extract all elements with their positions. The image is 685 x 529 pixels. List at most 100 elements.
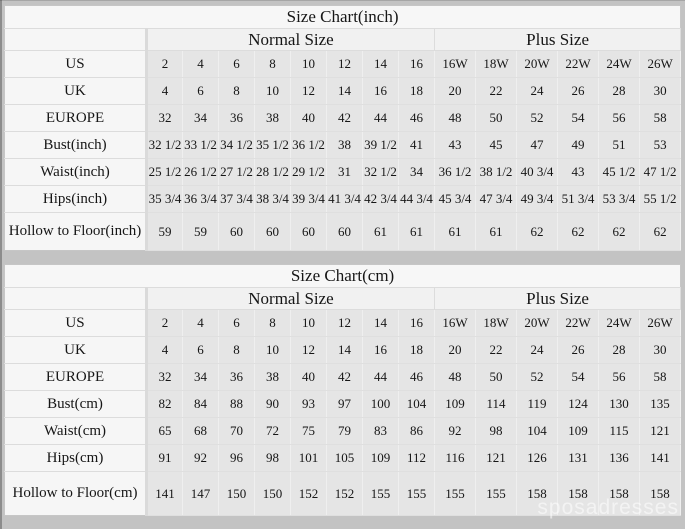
corner-cell [4, 28, 148, 51]
size-cell: 38 3/4 [254, 185, 291, 213]
size-cell: 147 [182, 471, 219, 516]
size-chart-cm-table: Size Chart(cm) Normal Size Plus Size US 2 4 6 8… [4, 264, 682, 516]
size-cell: 109 [557, 417, 599, 445]
size-cell: 60 [254, 212, 291, 251]
size-cell: 36 [218, 104, 255, 132]
size-cell: 33 1/2 [182, 131, 219, 159]
row-label: Waist(cm) [4, 417, 148, 445]
size-cell: 36 1/2 [290, 131, 327, 159]
size-cell: 32 [146, 363, 183, 391]
size-cell: 2 [146, 50, 183, 78]
size-cell: 61 [434, 212, 476, 251]
size-cell: 22 [475, 336, 517, 364]
size-cell: 8 [218, 77, 255, 105]
size-cell: 36 1/2 [434, 158, 476, 186]
size-cell: 24 [516, 77, 558, 105]
size-cell: 24W [598, 309, 640, 337]
size-cell: 45 [475, 131, 517, 159]
row-label: US [4, 50, 148, 78]
size-cell: 18 [398, 77, 435, 105]
size-cell: 62 [557, 212, 599, 251]
row-label: UK [4, 77, 148, 105]
size-cell: 47 1/2 [638, 158, 682, 186]
size-cell: 68 [182, 417, 219, 445]
size-cell: 114 [475, 390, 517, 418]
size-cell: 16 [362, 336, 399, 364]
size-cell: 12 [326, 50, 363, 78]
size-cell: 84 [182, 390, 219, 418]
size-cell: 45 1/2 [598, 158, 640, 186]
size-cell: 152 [326, 471, 363, 516]
size-cell: 109 [434, 390, 476, 418]
size-cell: 115 [598, 417, 640, 445]
size-cell: 61 [475, 212, 517, 251]
size-cell: 43 [434, 131, 476, 159]
size-cell: 79 [326, 417, 363, 445]
size-cell: 10 [254, 336, 291, 364]
size-cell: 40 3/4 [516, 158, 558, 186]
row-label: Hollow to Floor(cm) [4, 471, 148, 516]
size-cell: 42 [326, 104, 363, 132]
size-cell: 58 [638, 363, 682, 391]
size-cell: 20W [516, 50, 558, 78]
table-title: Size Chart(inch) [4, 5, 681, 29]
size-group-header: Plus Size [433, 28, 682, 51]
size-cell: 51 [598, 131, 640, 159]
size-cell: 32 [146, 104, 183, 132]
table-row: EUROPE 32 34 36 38 40 42 44 46 48 50 52 54 56 58 [4, 363, 682, 391]
size-cell: 28 1/2 [254, 158, 291, 186]
size-cell: 12 [290, 336, 327, 364]
size-cell: 49 [557, 131, 599, 159]
size-cell: 61 [362, 212, 399, 251]
size-cell: 24W [598, 50, 640, 78]
size-cell: 8 [254, 309, 291, 337]
size-cell: 14 [362, 50, 399, 78]
size-cell: 155 [362, 471, 399, 516]
size-cell: 65 [146, 417, 183, 445]
size-cell: 58 [638, 104, 682, 132]
size-cell: 16 [362, 77, 399, 105]
size-cell: 46 [398, 104, 435, 132]
size-cell: 47 [516, 131, 558, 159]
size-cell: 97 [326, 390, 363, 418]
table-row: EUROPE 32 34 36 38 40 42 44 46 48 50 52 54 56 58 [4, 104, 682, 132]
size-cell: 70 [218, 417, 255, 445]
size-cell: 25 1/2 [146, 158, 183, 186]
size-cell: 18 [398, 336, 435, 364]
size-cell: 93 [290, 390, 327, 418]
size-cell: 8 [254, 50, 291, 78]
size-cell: 150 [254, 471, 291, 516]
size-cell: 53 [638, 131, 682, 159]
size-cell: 6 [182, 77, 219, 105]
size-cell: 105 [326, 444, 363, 472]
size-cell: 38 [326, 131, 363, 159]
size-cell: 55 1/2 [638, 185, 682, 213]
size-cell: 28 [598, 336, 640, 364]
size-cell: 26W [638, 50, 682, 78]
size-cell: 22W [557, 309, 599, 337]
size-group-header: Plus Size [433, 287, 682, 310]
size-cell: 18W [475, 309, 517, 337]
size-cell: 60 [218, 212, 255, 251]
size-cell: 39 3/4 [290, 185, 327, 213]
size-cell: 38 1/2 [475, 158, 517, 186]
size-cell: 116 [434, 444, 476, 472]
size-cell: 38 [254, 363, 291, 391]
size-cell: 43 [557, 158, 599, 186]
table-row: UK 4 6 8 10 12 14 16 18 20 22 24 26 28 30 [4, 336, 682, 364]
size-cell: 12 [290, 77, 327, 105]
size-cell: 47 3/4 [475, 185, 517, 213]
size-cell: 34 [182, 363, 219, 391]
size-cell: 16 [398, 50, 435, 78]
corner-cell [4, 287, 148, 310]
size-cell: 104 [516, 417, 558, 445]
size-cell: 41 3/4 [326, 185, 363, 213]
row-label: UK [4, 336, 148, 364]
size-cell: 62 [638, 212, 682, 251]
size-cell: 10 [254, 77, 291, 105]
size-cell: 52 [516, 104, 558, 132]
table-row: Bust(cm) 82 84 88 90 93 97 100 104 109 114 119 124 13… [4, 390, 682, 418]
size-cell: 119 [516, 390, 558, 418]
size-cell: 4 [146, 336, 183, 364]
